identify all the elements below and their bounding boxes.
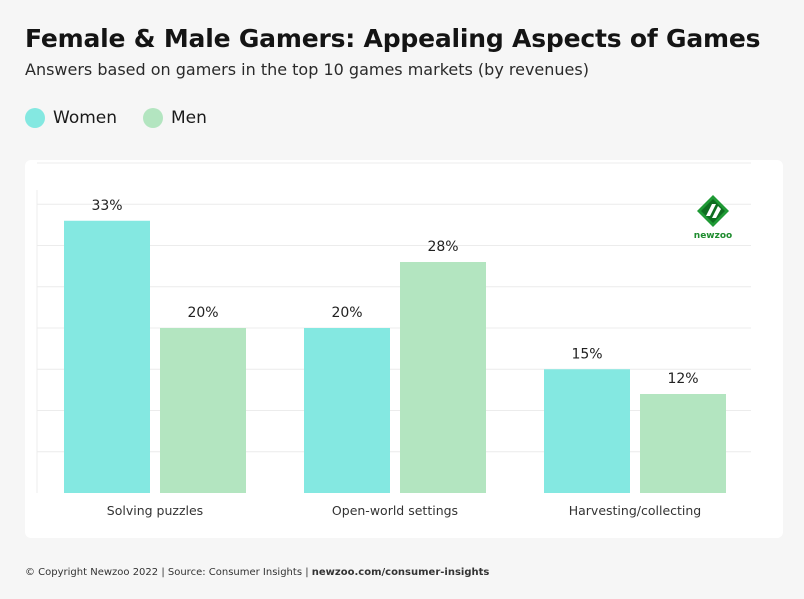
bar-chart: 33% 20% Solving puzzles 20% 28% Open-world se… bbox=[36, 162, 751, 518]
legend-item-women: Women bbox=[25, 108, 117, 128]
newzoo-logo-text: newzoo bbox=[693, 231, 733, 241]
chart-title: Female & Male Gamers: Appealing Aspects … bbox=[25, 24, 761, 53]
chart-panel: 33% 20% Solving puzzles 20% 28% Open-world se… bbox=[25, 160, 783, 538]
footer-copyright: © Copyright Newzoo 2022 | Source: Consum… bbox=[25, 567, 312, 578]
chart-subtitle: Answers based on gamers in the top 10 ga… bbox=[25, 60, 589, 79]
category-label: Harvesting/collecting bbox=[569, 503, 702, 518]
legend-item-men: Men bbox=[143, 108, 207, 128]
data-label: 28% bbox=[427, 239, 458, 255]
bar-men-2 bbox=[400, 262, 486, 493]
data-label: 12% bbox=[667, 371, 698, 387]
newzoo-logo-icon bbox=[697, 195, 729, 227]
legend-swatch-men bbox=[143, 108, 164, 128]
footer-link[interactable]: newzoo.com/consumer-insights bbox=[311, 567, 490, 578]
legend: Women Men bbox=[25, 108, 233, 128]
legend-swatch-women bbox=[25, 108, 45, 128]
bar-women-3 bbox=[544, 369, 630, 493]
newzoo-logo: newzoo bbox=[693, 194, 733, 241]
legend-label-men: Men bbox=[171, 108, 207, 128]
data-label: 33% bbox=[91, 198, 122, 214]
data-label: 20% bbox=[331, 305, 362, 321]
category-label: Solving puzzles bbox=[107, 503, 203, 518]
bar-men-3 bbox=[640, 394, 726, 493]
bar-women-2 bbox=[304, 328, 390, 493]
footer: © Copyright Newzoo 2022 | Source: Consum… bbox=[25, 567, 489, 578]
bar-women-1 bbox=[64, 220, 150, 493]
data-label: 15% bbox=[571, 346, 602, 362]
legend-label-women: Women bbox=[53, 108, 118, 128]
data-label: 20% bbox=[187, 305, 218, 321]
bar-men-1 bbox=[160, 328, 246, 493]
category-label: Open-world settings bbox=[332, 503, 458, 518]
